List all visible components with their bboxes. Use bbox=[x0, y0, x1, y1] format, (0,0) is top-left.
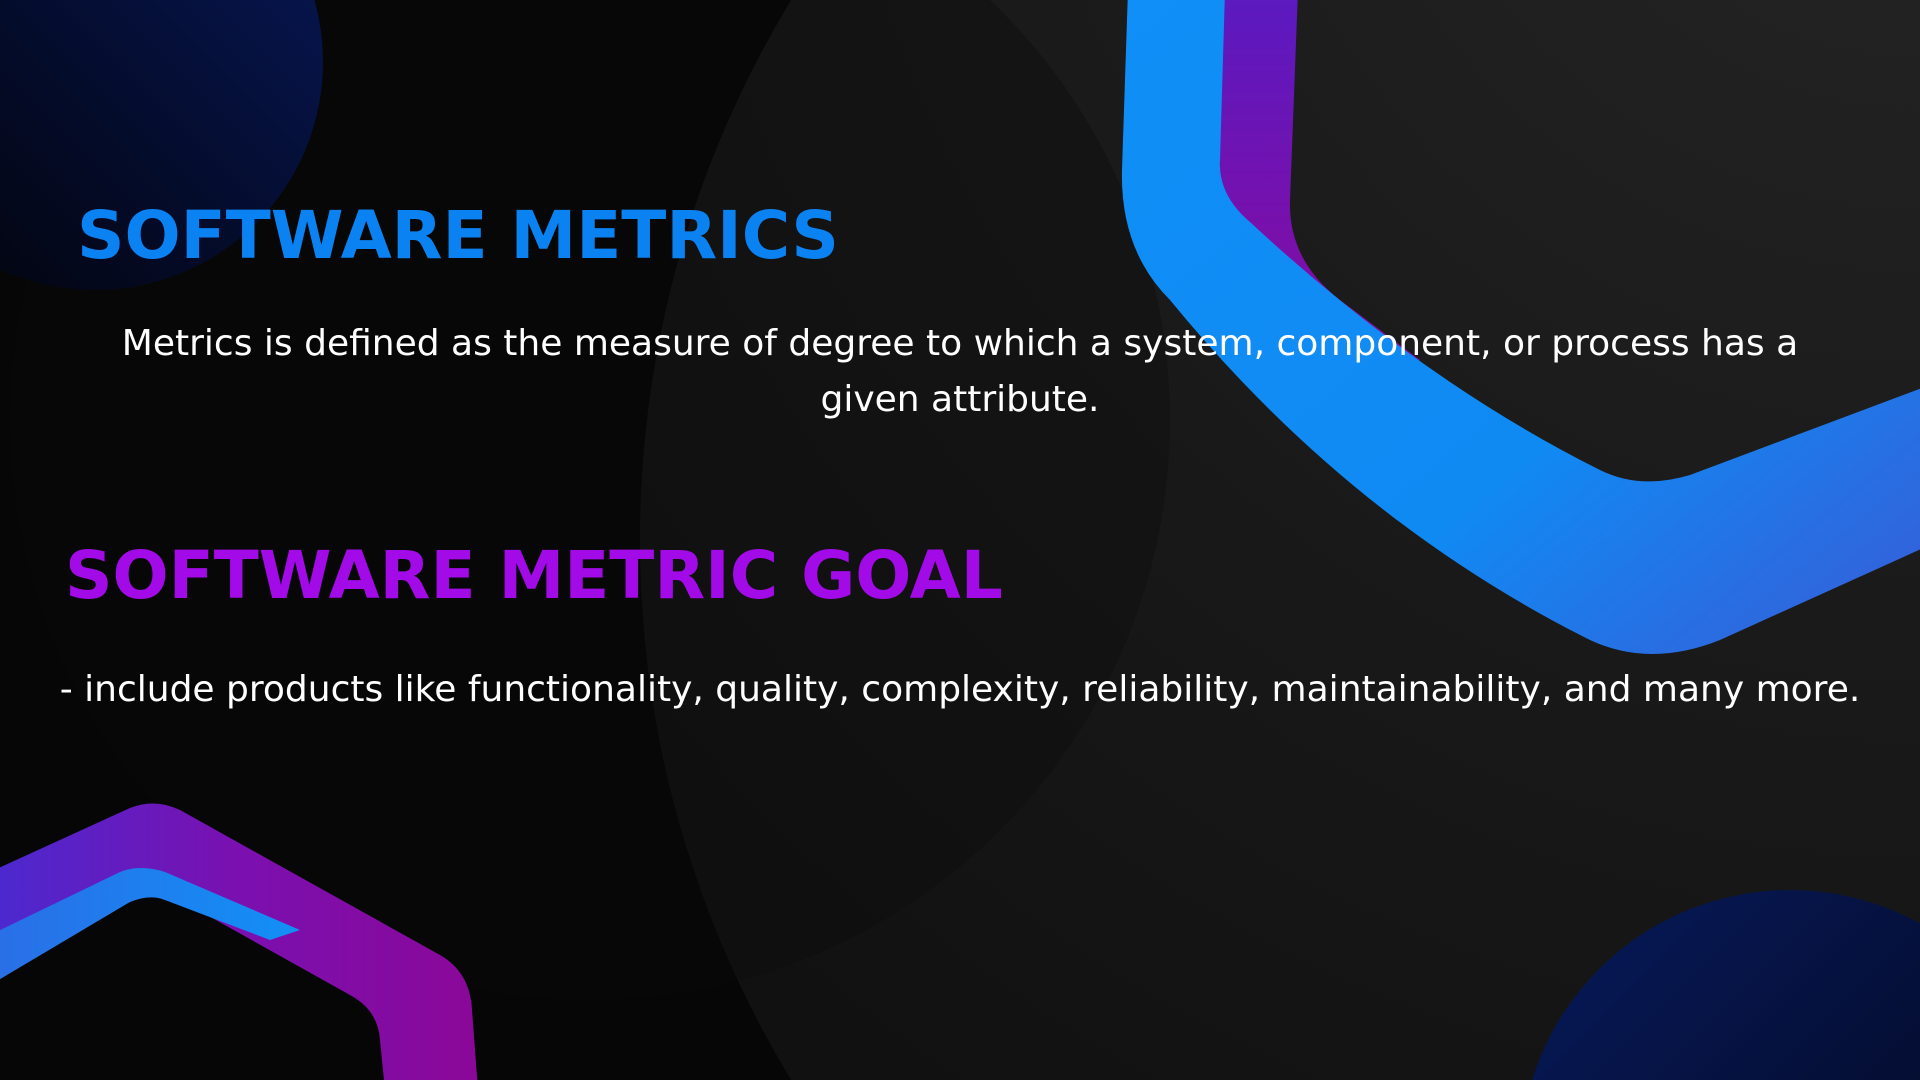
section-1-body: Metrics is defined as the measure of deg… bbox=[121, 323, 1799, 420]
bottom-right-navy-circle bbox=[1532, 890, 1920, 1080]
large-background-circle-left bbox=[10, 0, 1170, 1000]
section-2-body: - include products like functionality, q… bbox=[59, 669, 1861, 710]
section-2-title: SOFTWARE METRIC GOAL bbox=[65, 537, 1003, 614]
top-left-navy-circle bbox=[0, 0, 323, 290]
bottom-left-blue-band bbox=[0, 868, 300, 980]
large-background-circle bbox=[640, 0, 1920, 1080]
section-1-title: SOFTWARE METRICS bbox=[77, 197, 839, 274]
top-right-blue-band bbox=[1121, 0, 1920, 654]
